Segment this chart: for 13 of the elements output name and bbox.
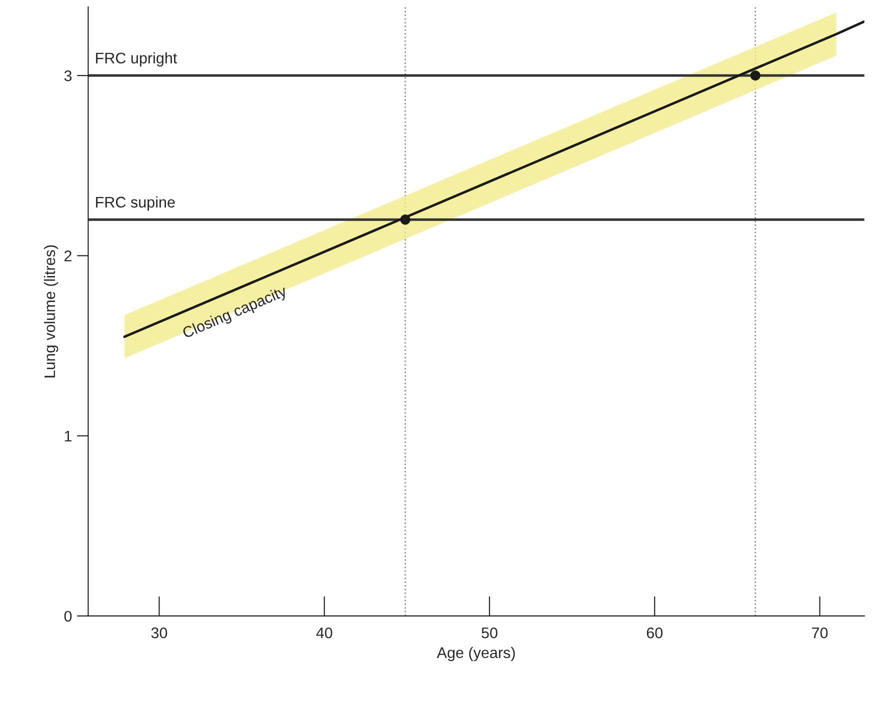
ref-line-label: FRC upright [96,52,178,67]
y-tick-label: 1 [64,430,72,442]
y-tick-label: 3 [64,70,72,82]
x-tick-label: 50 [482,627,498,638]
x-tick-label: 60 [646,627,663,638]
x-tick-label: 30 [151,627,168,638]
ref-line-label: FRC supine [96,196,175,211]
x-tick-label: 40 [316,627,332,638]
y-tick-label: 0 [64,610,72,622]
y-tick-label: 2 [64,250,72,262]
y-axis-title: Lung volume (litres) [44,245,58,378]
x-axis-title: Age (years) [436,646,515,662]
x-tick-label: 70 [812,627,828,638]
